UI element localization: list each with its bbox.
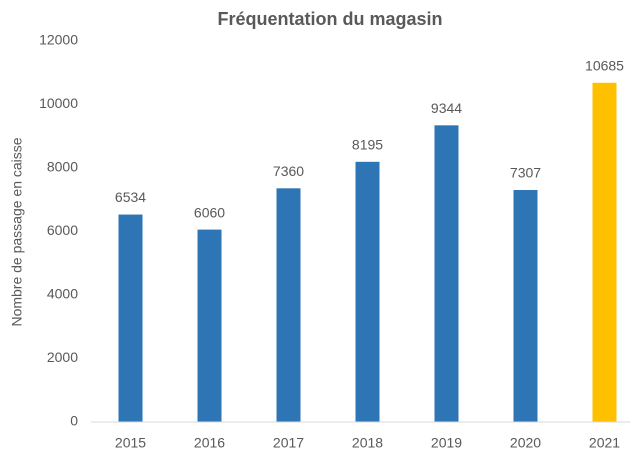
data-label: 7307 [510, 165, 541, 181]
x-tick-label: 2017 [273, 435, 304, 451]
y-tick-label: 8000 [47, 159, 78, 175]
x-tick-label: 2016 [194, 435, 225, 451]
y-axis-label: Nombre de passage en caisse [9, 137, 25, 326]
data-label: 9344 [431, 100, 462, 116]
y-tick-label: 12000 [39, 32, 78, 48]
data-label: 6534 [115, 189, 146, 205]
y-tick-label: 6000 [47, 222, 78, 238]
x-tick-label: 2020 [510, 435, 541, 451]
bar [276, 188, 301, 422]
data-label: 7360 [273, 163, 304, 179]
y-tick-label: 0 [70, 413, 78, 429]
data-label: 6060 [194, 204, 225, 220]
chart-title: Fréquentation du magasin [217, 9, 442, 29]
bar [592, 82, 617, 422]
data-label: 10685 [585, 57, 624, 73]
bar [513, 190, 538, 422]
bar [118, 214, 143, 422]
x-tick-label: 2015 [115, 435, 146, 451]
x-tick-label: 2019 [431, 435, 462, 451]
x-tick-label: 2018 [352, 435, 383, 451]
y-tick-label: 2000 [47, 349, 78, 365]
y-tick-label: 4000 [47, 286, 78, 302]
data-label: 8195 [352, 137, 383, 153]
y-tick-label: 10000 [39, 95, 78, 111]
bar [355, 161, 380, 422]
bar [434, 125, 459, 422]
bar [197, 229, 222, 422]
x-tick-label: 2021 [589, 435, 620, 451]
